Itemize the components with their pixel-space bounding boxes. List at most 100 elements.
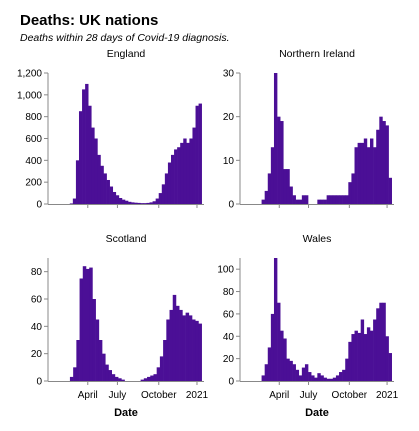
y-tick-label: 60 — [223, 309, 235, 320]
bar — [308, 372, 312, 381]
bar — [304, 364, 309, 381]
bar — [345, 358, 349, 381]
bar — [82, 266, 87, 381]
bar — [388, 353, 392, 381]
y-tick-label: 100 — [217, 265, 234, 276]
x-tick-label: October — [141, 390, 177, 401]
bar — [134, 202, 138, 204]
bar — [115, 195, 120, 204]
y-tick-label: 20 — [223, 112, 235, 123]
bar — [103, 173, 107, 204]
bar — [149, 202, 153, 204]
bar — [366, 327, 371, 381]
bar — [78, 111, 83, 204]
bar — [373, 147, 377, 204]
bar — [280, 330, 284, 381]
bar — [169, 309, 174, 381]
bar — [111, 374, 116, 381]
page-subtitle: Deaths within 28 days of Covid-19 diagno… — [20, 32, 230, 44]
y-tick-label: 40 — [31, 322, 43, 333]
y-tick-label: 30 — [223, 69, 235, 80]
y-tick-label: 800 — [25, 112, 42, 123]
bar — [370, 138, 374, 204]
bar — [140, 203, 144, 204]
bar — [317, 199, 321, 204]
bar — [73, 367, 77, 381]
y-tick-label: 60 — [31, 295, 43, 306]
y-tick-label: 0 — [228, 200, 234, 211]
y-tick-label: 80 — [223, 287, 235, 298]
bar — [150, 375, 154, 381]
bar — [348, 182, 352, 204]
x-axis-title: Date — [114, 407, 138, 419]
bar — [354, 330, 358, 381]
bar — [363, 138, 368, 204]
bar — [301, 195, 306, 204]
bar — [72, 198, 77, 204]
bar — [143, 203, 147, 204]
bar — [137, 202, 141, 204]
bar — [152, 201, 156, 204]
bar — [98, 340, 103, 381]
bar — [270, 313, 275, 381]
bar — [121, 199, 126, 204]
bar — [289, 360, 293, 381]
panel-title: England — [107, 48, 146, 60]
bar — [326, 195, 331, 204]
y-tick-label: 600 — [25, 134, 42, 145]
bar — [86, 268, 90, 381]
bar — [170, 154, 175, 205]
bar — [301, 367, 306, 381]
bar — [75, 160, 80, 204]
bar — [180, 142, 184, 204]
bar — [100, 165, 104, 204]
bar — [109, 186, 114, 204]
bar — [360, 319, 365, 381]
bar — [385, 336, 389, 381]
bar — [366, 147, 371, 204]
page-title: Deaths: UK nations — [20, 12, 159, 29]
y-tick-label: 40 — [223, 332, 235, 343]
bar — [277, 302, 281, 381]
bar — [188, 315, 193, 381]
y-tick-label: 20 — [223, 354, 235, 365]
bar — [177, 147, 181, 204]
bar — [158, 193, 163, 204]
bar — [147, 376, 151, 381]
bar — [267, 173, 272, 204]
bar — [189, 138, 193, 204]
bar — [131, 202, 135, 204]
bar — [143, 378, 148, 381]
bar — [161, 184, 166, 204]
bar — [108, 370, 112, 381]
bar — [326, 378, 331, 381]
bar — [376, 129, 380, 204]
y-tick-label: 80 — [31, 267, 43, 278]
bar — [179, 309, 183, 381]
bar — [174, 149, 178, 204]
x-tick-label: July — [300, 390, 318, 401]
bar — [146, 202, 150, 204]
bar — [69, 203, 74, 204]
bar — [373, 319, 377, 381]
bar — [273, 258, 278, 381]
bar — [295, 369, 300, 381]
bar — [348, 341, 352, 381]
bar — [118, 378, 122, 381]
bar — [185, 312, 190, 381]
bar — [182, 315, 186, 381]
y-tick-label: 1,200 — [17, 69, 42, 80]
bar — [335, 375, 340, 381]
bar — [267, 347, 272, 381]
bar — [314, 377, 318, 381]
bar — [357, 142, 362, 204]
y-tick-label: 0 — [36, 377, 42, 388]
bar — [172, 294, 177, 381]
x-tick-label: 2021 — [186, 390, 209, 401]
bar — [94, 138, 98, 204]
bar — [89, 267, 93, 381]
bar — [264, 190, 269, 204]
bar — [277, 116, 281, 204]
panel-scotland: Scotland 0 20 40 60 80 April July October 2021 Dat… — [31, 233, 209, 419]
x-tick-label: July — [109, 390, 127, 401]
